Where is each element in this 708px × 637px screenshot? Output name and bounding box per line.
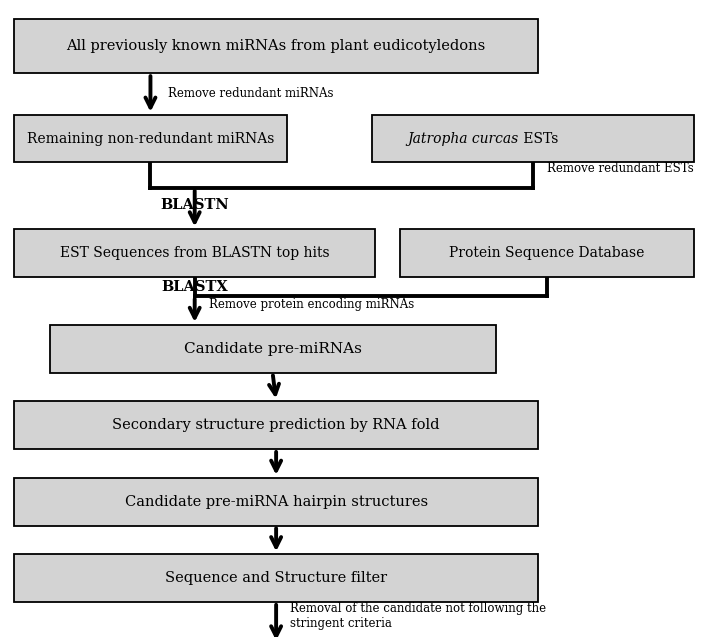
Text: ESTs: ESTs <box>518 132 558 145</box>
Text: Jatropha curcas: Jatropha curcas <box>407 132 518 145</box>
Text: All previously known miRNAs from plant eudicotyledons: All previously known miRNAs from plant e… <box>67 39 486 53</box>
FancyBboxPatch shape <box>14 115 287 162</box>
Text: Candidate pre-miRNAs: Candidate pre-miRNAs <box>183 342 362 355</box>
Text: Remove protein encoding miRNAs: Remove protein encoding miRNAs <box>209 297 414 311</box>
Text: Secondary structure prediction by RNA fold: Secondary structure prediction by RNA fo… <box>113 419 440 432</box>
FancyBboxPatch shape <box>14 401 538 449</box>
Text: Sequence and Structure filter: Sequence and Structure filter <box>165 571 387 585</box>
FancyBboxPatch shape <box>50 325 496 373</box>
Text: Remove redundant ESTs: Remove redundant ESTs <box>547 162 694 175</box>
Text: Removal of the candidate not following the
stringent criteria: Removal of the candidate not following t… <box>290 603 547 630</box>
FancyBboxPatch shape <box>400 229 694 277</box>
FancyBboxPatch shape <box>14 554 538 602</box>
Text: Candidate pre-miRNA hairpin structures: Candidate pre-miRNA hairpin structures <box>125 495 428 508</box>
Text: Remove redundant miRNAs: Remove redundant miRNAs <box>169 87 333 101</box>
FancyBboxPatch shape <box>14 229 375 277</box>
Text: EST Sequences from BLASTN top hits: EST Sequences from BLASTN top hits <box>60 247 329 260</box>
Text: BLASTX: BLASTX <box>161 280 228 294</box>
FancyBboxPatch shape <box>372 115 694 162</box>
Text: Protein Sequence Database: Protein Sequence Database <box>450 247 644 260</box>
Text: BLASTN: BLASTN <box>160 199 229 212</box>
FancyBboxPatch shape <box>14 19 538 73</box>
FancyBboxPatch shape <box>14 478 538 526</box>
Text: Remaining non-redundant miRNAs: Remaining non-redundant miRNAs <box>27 132 274 145</box>
